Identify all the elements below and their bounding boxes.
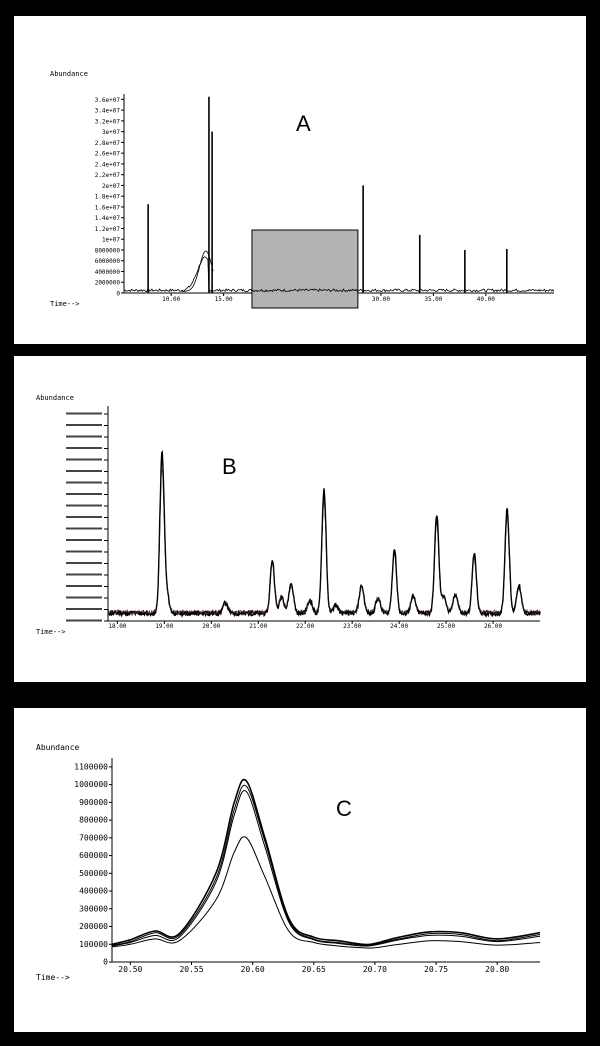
y-tick-label: 1.4e+07 <box>95 215 121 222</box>
x-tick-label: 40.00 <box>477 296 495 303</box>
y-tick-label: 800000 <box>79 816 108 825</box>
panel-c: Abundance Time--> C 20.50 20.55 20.60 20.65… <box>14 708 586 1032</box>
y-tick-label <box>66 493 102 495</box>
panel-label: A <box>296 111 311 136</box>
y-tick-label: 0 <box>103 958 108 967</box>
y-tick-label: 1.6e+07 <box>95 204 121 211</box>
x-tick-label: 15.00 <box>215 296 233 303</box>
y-tick-label <box>66 516 102 518</box>
y-tick-label <box>66 619 102 622</box>
y-tick-label: 2.4e+07 <box>95 161 121 168</box>
y-tick-label <box>66 458 102 461</box>
y-tick-label: 3.4e+07 <box>95 108 121 115</box>
y-tick-label: 2.8e+07 <box>95 140 121 147</box>
y-tick-label: 1000000 <box>74 780 108 789</box>
tic-trace-overlay <box>181 250 214 292</box>
y-tick-label: 1e+07 <box>102 237 120 244</box>
y-tick-label <box>66 550 102 553</box>
y-tick-label: 1.8e+07 <box>95 194 121 201</box>
chart-b: Abundance Time--> B 18.00 19.00 20.00 21.00… <box>36 394 541 636</box>
y-tick-label <box>66 435 102 438</box>
x-tick-label: 22.00 <box>296 623 314 630</box>
y-tick-label <box>66 504 102 507</box>
y-tick-label: 1100000 <box>74 762 108 771</box>
x-axis-title: Time--> <box>50 300 80 308</box>
y-tick-label: 6000000 <box>95 258 121 265</box>
y-tick-label: 3e+07 <box>102 129 120 136</box>
y-tick-label <box>66 596 102 599</box>
tic-trace <box>123 256 555 293</box>
x-tick-label: 18.00 <box>108 623 126 630</box>
ion-trace <box>111 778 541 946</box>
y-tick-label: 600000 <box>79 851 108 860</box>
highlight-region <box>251 229 359 309</box>
x-tick-label: 20.65 <box>302 965 326 974</box>
x-tick-label: 20.00 <box>202 623 220 630</box>
x-tick-label: 19.00 <box>155 623 173 630</box>
y-tick-label <box>66 608 102 610</box>
y-tick-label: 400000 <box>79 887 108 896</box>
y-tick-label: 900000 <box>79 798 108 807</box>
ion-trace <box>107 459 541 617</box>
y-axis-title: Abundance <box>36 394 74 402</box>
y-tick-label: 2000000 <box>95 280 121 287</box>
y-tick-label: 200000 <box>79 922 108 931</box>
y-tick-label: 2.2e+07 <box>95 172 121 179</box>
y-tick-label <box>66 527 102 530</box>
y-tick-label <box>66 447 102 449</box>
y-tick-label: 1.2e+07 <box>95 226 121 233</box>
ion-trace <box>107 450 541 619</box>
x-axis-title: Time--> <box>36 628 66 636</box>
y-tick-label: 0 <box>116 291 120 298</box>
y-tick-label: 2e+07 <box>102 183 120 190</box>
x-tick-label: 20.80 <box>485 965 509 974</box>
x-tick-label: 20.50 <box>118 965 142 974</box>
chart-a: Abundance Time--> A 10.0015.0020.0025.00… <box>50 70 555 309</box>
panel-label: B <box>222 454 237 479</box>
y-axis-title: Abundance <box>36 743 80 752</box>
x-tick-label: 26.00 <box>484 623 502 630</box>
x-tick-label: 21.00 <box>249 623 267 630</box>
x-tick-label: 24.00 <box>390 623 408 630</box>
x-tick-label: 25.00 <box>437 623 455 630</box>
x-axis-title: Time--> <box>36 973 70 982</box>
x-tick-label: 10.00 <box>162 296 180 303</box>
y-tick-label: 2.6e+07 <box>95 151 121 158</box>
panel-b: Abundance Time--> B 18.00 19.00 20.00 21.00… <box>14 356 586 682</box>
y-tick-label <box>66 481 102 484</box>
y-tick-label: 100000 <box>79 940 108 949</box>
y-tick-label <box>66 470 102 472</box>
y-tick-label <box>66 539 102 541</box>
y-tick-label <box>66 573 102 576</box>
y-tick-label: 8000000 <box>95 247 121 254</box>
panel-a: Abundance Time--> A 10.0015.0020.0025.00… <box>14 16 586 344</box>
x-tick-label: 20.55 <box>179 965 203 974</box>
y-tick-label <box>66 585 102 587</box>
y-tick-label <box>66 424 102 426</box>
x-tick-label: 35.00 <box>424 296 442 303</box>
y-tick-label <box>66 562 102 564</box>
x-tick-label: 30.00 <box>372 296 390 303</box>
y-tick-label: 4000000 <box>95 269 121 276</box>
ion-trace <box>111 784 541 946</box>
y-axis-title: Abundance <box>50 70 88 78</box>
x-tick-label: 20.70 <box>363 965 387 974</box>
panel-label: C <box>336 796 352 821</box>
y-tick-label <box>66 412 102 415</box>
y-tick-label: 500000 <box>79 869 108 878</box>
ion-trace <box>111 836 541 949</box>
y-tick-label: 3.2e+07 <box>95 118 121 125</box>
x-tick-label: 20.60 <box>241 965 265 974</box>
chart-c: Abundance Time--> C 20.50 20.55 20.60 20.65… <box>36 743 541 982</box>
y-tick-label: 3.6e+07 <box>95 97 121 104</box>
x-tick-label: 20.75 <box>424 965 448 974</box>
x-tick-label: 23.00 <box>343 623 361 630</box>
y-tick-label: 300000 <box>79 904 108 913</box>
y-tick-label: 700000 <box>79 833 108 842</box>
ion-trace <box>111 790 541 947</box>
